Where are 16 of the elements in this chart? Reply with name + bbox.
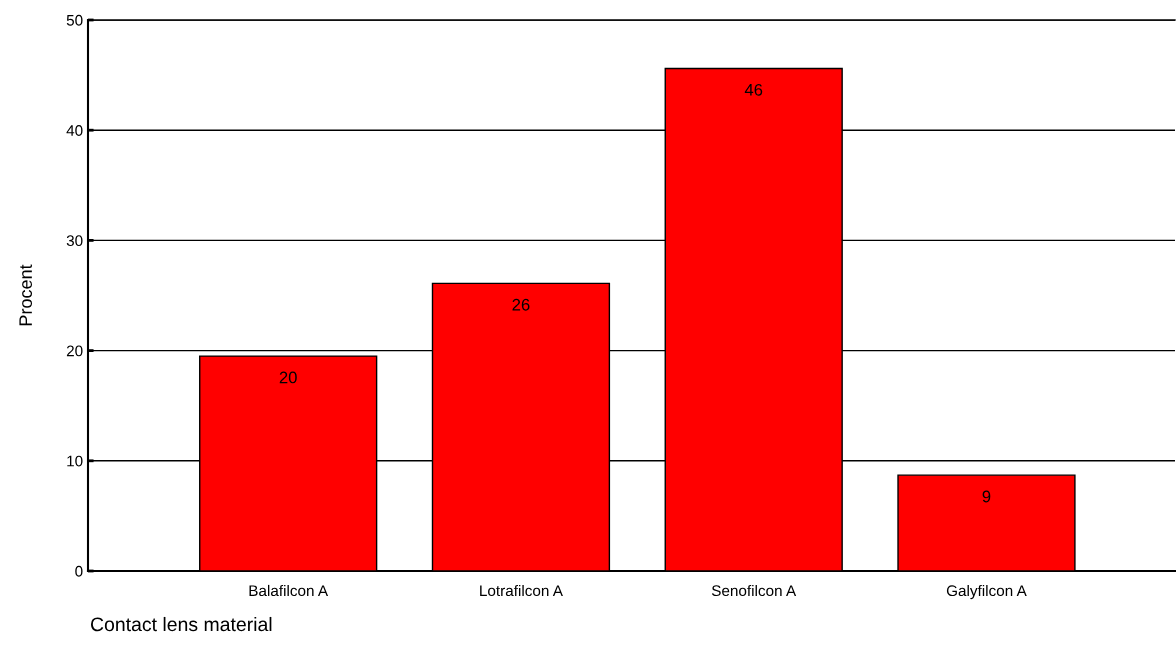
y-tick-label: 30 (66, 235, 83, 247)
x-tick-label: Balafilcon A (249, 584, 329, 597)
x-tick-label: Galyfilcon A (946, 584, 1027, 600)
data-label: 26 (512, 298, 530, 311)
y-tick-label: 0 (75, 565, 83, 577)
y-tick-label: 10 (67, 455, 83, 467)
y-axis-title: Procent (19, 264, 33, 326)
data-label: 9 (982, 490, 991, 503)
y-tick-label: 20 (66, 345, 83, 357)
x-tick-label: Senofilcon A (711, 584, 797, 597)
y-tick-label: 50 (66, 14, 83, 26)
data-label: 46 (744, 83, 763, 96)
x-axis-title: Contact lens material (90, 616, 272, 632)
x-tick-label: Lotrafilcon A (480, 584, 563, 597)
y-tick-label: 40 (66, 125, 83, 136)
data-label: 20 (279, 371, 297, 384)
